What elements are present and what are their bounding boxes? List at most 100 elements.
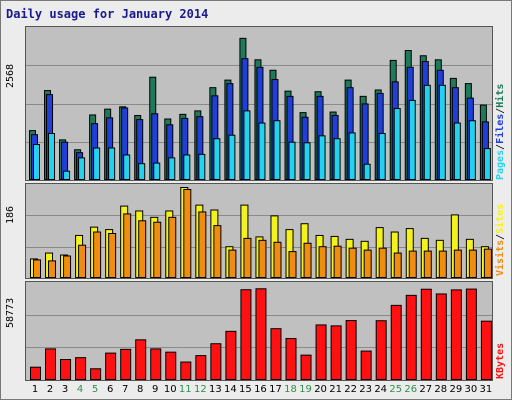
bottom-legend: KBytes	[495, 283, 509, 379]
kbytes-bar	[330, 325, 342, 380]
kbytes-bar	[240, 289, 252, 380]
visits-bar	[213, 225, 222, 278]
pages-bar	[318, 135, 326, 180]
visits-bar	[483, 248, 492, 278]
x-tick-label: 15	[239, 384, 252, 395]
x-tick-label: 21	[329, 384, 342, 395]
kbytes-bar	[345, 320, 357, 380]
pages-bar	[243, 110, 251, 180]
kbytes-bar	[150, 348, 162, 380]
top-panel-ymax-label: 2568	[5, 63, 16, 88]
kbytes-bar	[135, 339, 147, 380]
visits-bar	[423, 250, 432, 278]
x-tick-label: 29	[449, 384, 463, 395]
x-axis-labels: 1 2 3 4 5 6 7 8 9 10 11 12 13 14 15 16 17 18 19 20 21 22 23 24 2…	[25, 381, 492, 397]
kbytes-bar	[300, 354, 312, 380]
pages-bar	[393, 108, 401, 180]
x-tick-label: 8	[137, 384, 144, 395]
legend-sites: Sites	[495, 203, 506, 234]
visits-bar	[48, 260, 57, 278]
visits-bar	[453, 249, 462, 278]
x-tick-label: 9	[152, 384, 159, 395]
visits-bar	[348, 247, 357, 278]
pages-bar	[48, 133, 56, 180]
pages-bar	[273, 120, 281, 180]
visits-bar	[168, 216, 177, 278]
visits-bar	[243, 237, 252, 278]
pages-bar	[183, 154, 191, 180]
kbytes-bar	[465, 288, 477, 380]
legend-sep: /	[495, 143, 506, 150]
kbytes-bar	[255, 288, 267, 380]
pages-bar	[93, 147, 101, 180]
pages-bar	[348, 132, 356, 180]
kbytes-bar	[315, 324, 327, 380]
pages-bar	[258, 122, 266, 180]
x-tick-label: 19	[299, 384, 312, 395]
legend-kbytes: KBytes	[495, 342, 506, 379]
x-tick-label: 7	[121, 384, 129, 395]
visits-bar	[138, 220, 147, 278]
visits-bar	[288, 251, 297, 278]
visits-bar	[93, 231, 102, 278]
visits-bar	[363, 249, 372, 278]
x-tick-label: 1	[31, 384, 39, 395]
sites-visits-chart	[26, 187, 492, 278]
visits-bar	[33, 259, 41, 278]
kbytes-bar	[225, 330, 237, 380]
middle-panel-ymax-label: 186	[5, 205, 16, 224]
pages-bar	[213, 138, 221, 180]
visits-bar	[198, 211, 207, 278]
kbytes-bar	[435, 293, 447, 380]
pages-bar	[483, 148, 491, 180]
kbytes-bar	[480, 320, 492, 380]
kbytes-bar	[360, 350, 372, 380]
sites-visits-panel	[25, 183, 493, 279]
pages-bar	[438, 84, 446, 180]
visits-bar	[438, 250, 447, 278]
x-tick-label: 18	[284, 384, 297, 395]
visits-bar	[408, 250, 417, 278]
pages-bar	[198, 153, 206, 180]
visits-bar	[318, 246, 327, 278]
visits-bar	[468, 249, 477, 278]
kbytes-bar	[45, 348, 57, 380]
legend-sep: /	[495, 107, 506, 114]
hits-files-pages-panel	[25, 26, 493, 181]
pages-bar	[333, 138, 341, 180]
bottom-panel-ymax-label: 58773	[5, 297, 16, 328]
x-tick-label: 11	[178, 384, 192, 395]
kbytes-chart	[26, 288, 492, 380]
visits-bar	[303, 242, 312, 278]
legend-hits: Hits	[495, 83, 506, 108]
kbytes-bar	[195, 355, 207, 380]
legend-sep: /	[495, 233, 506, 240]
pages-bar	[33, 144, 40, 180]
x-tick-label: 3	[61, 384, 69, 395]
visits-bar	[183, 188, 192, 278]
x-tick-label: 28	[434, 384, 448, 395]
visits-bar	[258, 239, 267, 278]
kbytes-bar	[405, 294, 417, 380]
visits-bar	[108, 232, 117, 278]
visits-bar	[333, 245, 342, 278]
x-tick-label: 30	[464, 384, 478, 395]
kbytes-bar	[105, 352, 117, 380]
pages-bar	[63, 170, 71, 180]
x-tick-label: 4	[76, 384, 84, 395]
x-tick-label: 13	[208, 384, 222, 395]
kbytes-bar	[180, 361, 192, 380]
kbytes-bar	[75, 357, 87, 380]
pages-bar	[363, 163, 371, 180]
x-tick-label: 16	[254, 384, 267, 395]
pages-bar	[423, 84, 431, 180]
pages-bar	[153, 162, 161, 180]
pages-bar	[108, 147, 116, 180]
x-tick-label: 24	[374, 384, 388, 395]
kbytes-bar	[270, 328, 282, 380]
kbytes-bar	[375, 320, 387, 380]
pages-bar	[138, 163, 146, 180]
x-tick-label: 14	[224, 384, 237, 395]
kbytes-bar	[390, 304, 402, 380]
